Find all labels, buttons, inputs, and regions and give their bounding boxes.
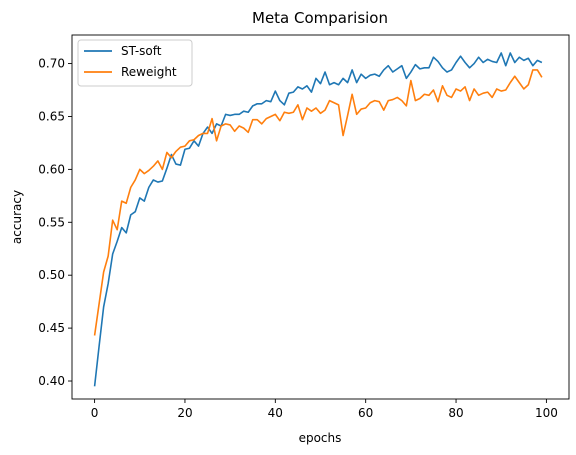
y-ticks: 0.40 0.45 0.50 0.55 0.60 0.65 0.70 (38, 57, 72, 388)
series-line-reweight (93, 69, 543, 336)
y-tick-label: 0.45 (38, 321, 65, 335)
y-tick-label: 0.60 (38, 162, 65, 176)
y-tick-label: 0.40 (38, 374, 65, 388)
plot-frame (71, 34, 570, 400)
y-tick-label: 0.50 (38, 268, 65, 282)
x-tick-label: 100 (535, 406, 558, 420)
legend: ST-soft Reweight (77, 39, 193, 87)
series-line-st-soft (93, 52, 543, 387)
legend-label-st-soft: ST-soft (121, 44, 162, 58)
legend-label-reweight: Reweight (121, 65, 177, 79)
y-tick-label: 0.55 (38, 215, 65, 229)
x-tick-label: 60 (358, 406, 373, 420)
x-axis-label: epochs (299, 431, 342, 445)
x-tick-label: 40 (268, 406, 283, 420)
plot-lines (93, 52, 543, 387)
x-tick-label: 0 (91, 406, 99, 420)
x-tick-label: 20 (177, 406, 192, 420)
x-ticks: 0 20 40 60 80 100 (91, 399, 558, 420)
y-axis-label: accuracy (10, 190, 24, 244)
y-tick-label: 0.70 (38, 57, 65, 71)
y-tick-label: 0.65 (38, 109, 65, 123)
chart-title: Meta Comparision (252, 9, 388, 27)
x-tick-label: 80 (448, 406, 463, 420)
